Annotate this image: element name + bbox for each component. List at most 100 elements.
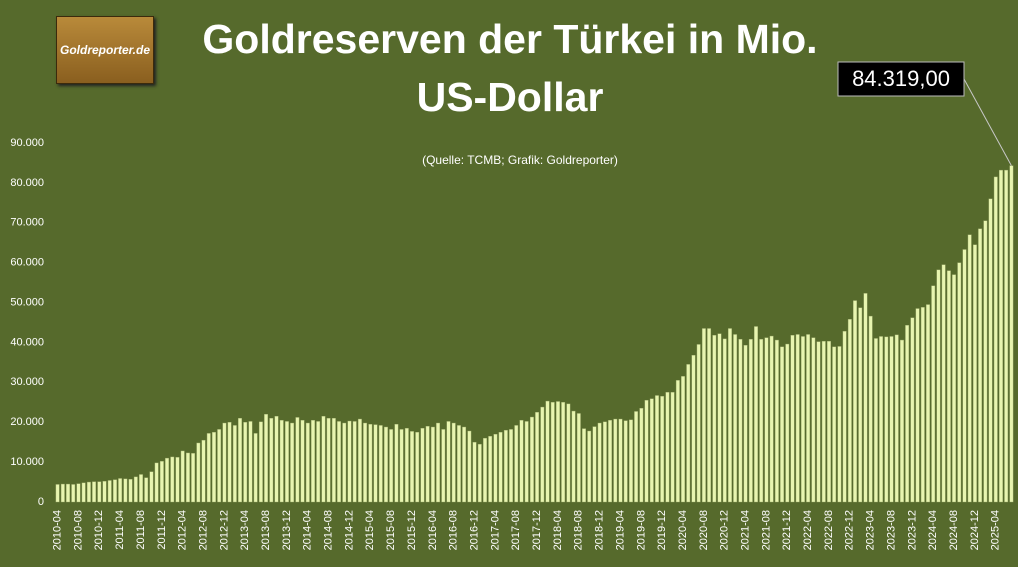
bar bbox=[999, 169, 1003, 503]
x-tick-label: 2011-04 bbox=[114, 510, 126, 550]
bar bbox=[941, 264, 946, 503]
x-tick-label: 2022-12 bbox=[844, 510, 856, 550]
x-tick-label: 2012-04 bbox=[177, 510, 189, 550]
bar bbox=[780, 346, 784, 503]
x-tick-label: 2019-08 bbox=[635, 510, 647, 550]
bar bbox=[102, 481, 107, 503]
x-tick-label: 2014-12 bbox=[343, 510, 355, 550]
bar bbox=[993, 176, 998, 503]
x-tick-label: 2017-04 bbox=[489, 510, 501, 550]
bar bbox=[514, 425, 519, 503]
bar bbox=[253, 433, 258, 503]
bar bbox=[404, 428, 409, 503]
bar bbox=[212, 431, 216, 503]
bar bbox=[274, 416, 279, 503]
x-tick-label: 2014-08 bbox=[323, 510, 335, 550]
bar bbox=[675, 380, 680, 503]
bar bbox=[868, 315, 873, 503]
bar bbox=[425, 426, 430, 503]
bar bbox=[175, 457, 180, 503]
bar bbox=[368, 424, 373, 503]
bar bbox=[670, 392, 675, 503]
bar bbox=[488, 435, 493, 503]
annotation-leader bbox=[963, 78, 1012, 166]
x-tick-label: 2020-12 bbox=[719, 510, 731, 550]
bar bbox=[900, 339, 904, 503]
bar bbox=[540, 406, 545, 503]
bar bbox=[988, 198, 993, 503]
bar bbox=[853, 300, 857, 503]
bar bbox=[55, 484, 60, 503]
bar bbox=[206, 433, 211, 503]
bar bbox=[180, 450, 185, 503]
bar bbox=[399, 429, 404, 503]
y-tick-label: 0 bbox=[38, 496, 44, 508]
bar bbox=[196, 442, 201, 503]
bar bbox=[217, 429, 222, 503]
bar bbox=[76, 483, 81, 503]
bar bbox=[717, 333, 722, 503]
bar bbox=[222, 422, 227, 503]
x-tick-label: 2013-04 bbox=[239, 510, 251, 550]
x-tick-label: 2011-12 bbox=[156, 510, 168, 550]
bar bbox=[1004, 169, 1009, 503]
bar bbox=[201, 439, 206, 503]
bar bbox=[879, 336, 884, 503]
bar bbox=[785, 343, 790, 503]
x-tick-label: 2019-04 bbox=[614, 510, 626, 550]
bar bbox=[634, 411, 639, 503]
x-tick-label: 2022-08 bbox=[823, 510, 835, 550]
bar bbox=[764, 337, 769, 503]
x-tick-label: 2018-12 bbox=[594, 510, 606, 550]
x-tick-label: 2015-04 bbox=[364, 510, 376, 550]
bar bbox=[316, 421, 321, 503]
bar bbox=[884, 336, 889, 503]
bar bbox=[983, 220, 988, 503]
bar bbox=[290, 422, 295, 503]
x-tick-label: 2023-08 bbox=[885, 510, 897, 550]
bar bbox=[227, 422, 232, 503]
bar bbox=[191, 453, 196, 503]
bar bbox=[696, 344, 701, 503]
bar bbox=[790, 335, 795, 503]
bar bbox=[238, 418, 242, 503]
bar bbox=[832, 346, 837, 503]
bar bbox=[503, 430, 508, 503]
y-tick-label: 70.000 bbox=[10, 217, 44, 229]
bar bbox=[681, 376, 685, 503]
bar bbox=[441, 429, 446, 503]
bar bbox=[326, 418, 331, 503]
bar bbox=[483, 437, 487, 503]
bar bbox=[170, 456, 175, 503]
bar bbox=[821, 341, 826, 503]
bar bbox=[92, 481, 97, 503]
bar bbox=[144, 477, 149, 503]
bar bbox=[894, 334, 899, 503]
bar bbox=[331, 418, 336, 503]
x-tick-label: 2010-08 bbox=[72, 510, 84, 550]
bar bbox=[524, 421, 529, 503]
x-tick-label: 2015-08 bbox=[385, 510, 397, 550]
bar bbox=[545, 400, 550, 503]
x-tick-label: 2024-12 bbox=[969, 510, 981, 550]
bar bbox=[748, 339, 753, 503]
bar bbox=[915, 308, 920, 503]
bar bbox=[467, 430, 472, 503]
x-tick-label: 2010-04 bbox=[52, 510, 64, 550]
y-tick-label: 40.000 bbox=[10, 336, 44, 348]
bar bbox=[556, 401, 560, 503]
y-tick-label: 10.000 bbox=[10, 456, 44, 468]
bar bbox=[342, 422, 347, 503]
x-tick-label: 2016-08 bbox=[448, 510, 460, 550]
bar bbox=[608, 420, 612, 503]
bar bbox=[436, 422, 440, 503]
bar bbox=[806, 334, 811, 503]
x-tick-label: 2018-04 bbox=[552, 510, 564, 550]
bar bbox=[232, 425, 237, 503]
x-tick-label: 2022-04 bbox=[802, 510, 814, 550]
x-tick-label: 2021-08 bbox=[760, 510, 772, 550]
bar bbox=[754, 326, 758, 503]
bar bbox=[978, 228, 983, 503]
bar bbox=[378, 425, 383, 503]
